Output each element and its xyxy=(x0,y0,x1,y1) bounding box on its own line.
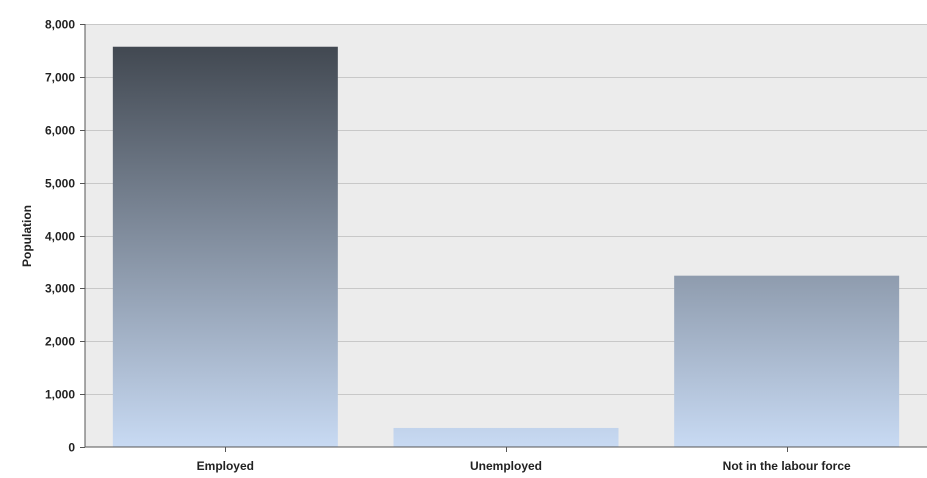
y-tick-label: 1,000 xyxy=(45,388,75,402)
y-tick-label: 5,000 xyxy=(45,177,75,191)
y-tick-label: 3,000 xyxy=(45,282,75,296)
y-tick-label: 0 xyxy=(68,441,75,455)
y-axis-ticks: 0 1,000 2,000 3,000 4,000 5,000 6,000 7,000 8,00… xyxy=(45,18,85,455)
y-tick-label: 4,000 xyxy=(45,230,75,244)
x-tick-label: Unemployed xyxy=(470,459,542,473)
y-axis-title: Population xyxy=(20,205,34,267)
y-tick-label: 8,000 xyxy=(45,18,75,32)
bar-employed xyxy=(112,46,338,448)
x-axis-ticks: Employed Unemployed Not in the labour forc… xyxy=(197,447,851,473)
y-tick-label: 2,000 xyxy=(45,335,75,349)
bar-not-in-the-labour-force xyxy=(674,275,900,447)
bar-unemployed xyxy=(393,427,619,447)
y-tick-label: 7,000 xyxy=(45,71,75,85)
bars xyxy=(112,46,900,448)
x-tick-label: Not in the labour force xyxy=(723,459,851,473)
y-tick-label: 6,000 xyxy=(45,124,75,138)
x-tick-label: Employed xyxy=(197,459,254,473)
